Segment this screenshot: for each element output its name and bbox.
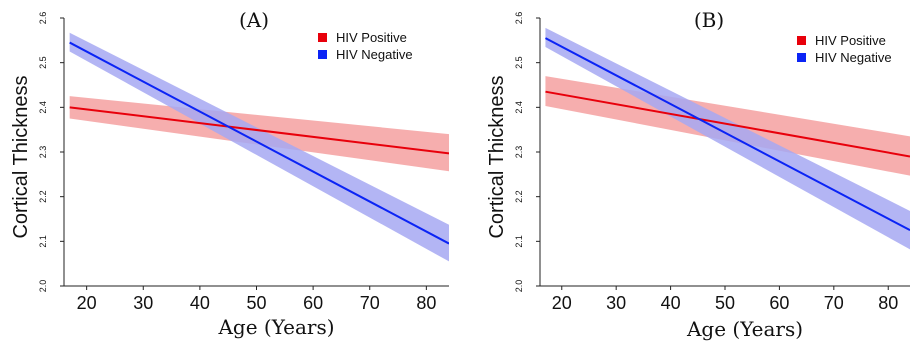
panel-a: 20 30 40 50 60 70 80 2.0 2.1 2.2 2.3 2.4 2.5 2.6 (A) Ag… [10,8,449,339]
x-tick-label: 50 [246,293,266,313]
x-tick-label: 40 [190,293,210,313]
legend-label-hiv-negative: HIV Negative [336,47,413,62]
legend: HIV Positive HIV Negative [797,33,892,65]
legend-swatch-hiv-negative [797,53,806,62]
x-tick-label: 80 [416,293,436,313]
y-tick-label: 2.1 [514,235,524,248]
x-tick-label: 30 [133,293,153,313]
confidence-band-hiv-negative [69,32,449,262]
legend-label-hiv-negative: HIV Negative [815,50,892,65]
y-tick-label: 2.4 [514,101,524,114]
legend-label-hiv-positive: HIV Positive [336,30,407,45]
y-tick-label: 2.2 [514,190,524,203]
x-tick-label: 20 [77,293,97,313]
x-axis-label: Age (Years) [686,317,803,341]
series-line-hiv-negative [69,41,449,245]
series-line-hiv-positive [545,90,910,158]
x-tick-label: 60 [303,293,323,313]
y-axis-label: Cortical Thickness [486,75,508,238]
legend-label-hiv-positive: HIV Positive [815,33,886,48]
panel-title: (A) [239,8,269,32]
y-tick-label: 2.1 [38,235,48,248]
x-tick-label: 40 [661,293,681,313]
x-tick-label: 70 [824,293,844,313]
legend-swatch-hiv-negative [318,50,327,59]
legend-swatch-hiv-positive [318,33,327,42]
x-tick-label: 80 [878,293,898,313]
series-line-hiv-positive [69,106,449,155]
y-tick-label: 2.3 [514,146,524,159]
x-tick-label: 20 [552,293,572,313]
y-tick-label: 2.2 [38,190,48,203]
y-tick-label: 2.6 [38,12,48,25]
x-axis-label: Age (Years) [217,315,334,339]
y-axis-label: Cortical Thickness [10,75,32,238]
y-tick-label: 2.5 [38,56,48,69]
x-tick-label: 50 [715,293,735,313]
legend: HIV Positive HIV Negative [318,30,413,62]
x-tick-label: 60 [769,293,789,313]
panel-title: (B) [694,8,724,32]
y-tick-label: 2.0 [514,280,524,293]
y-tick-label: 2.4 [38,101,48,114]
y-tick-label: 2.6 [514,12,524,25]
y-tick-label: 2.3 [38,146,48,159]
plot-area [544,27,910,250]
plot-area [69,32,449,262]
y-tick-label: 2.5 [514,56,524,69]
legend-swatch-hiv-positive [797,36,806,45]
panel-b: 20 30 40 50 60 70 80 2.0 2.1 2.2 2.3 2.4 2.5 2.6 (B) Ag… [486,8,910,341]
y-tick-label: 2.0 [38,280,48,293]
x-tick-label: 70 [360,293,380,313]
confidence-band-hiv-negative [545,27,910,250]
x-tick-label: 30 [606,293,626,313]
series-line-hiv-negative [544,37,910,232]
